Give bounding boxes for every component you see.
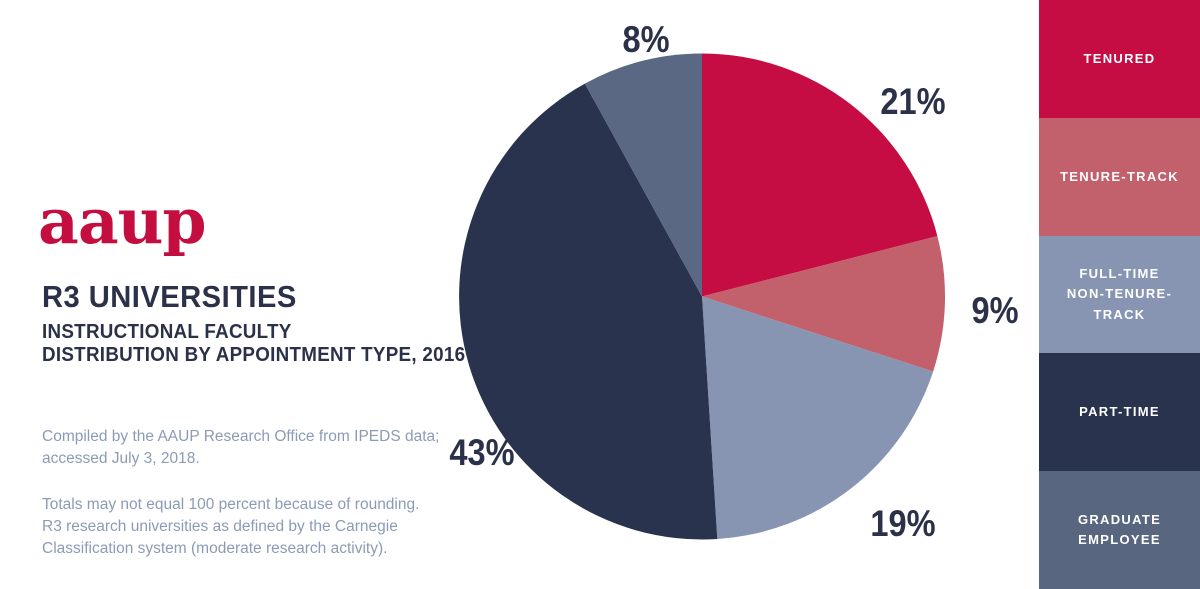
pie-slice-tenure-track [702, 236, 946, 372]
page-title: R3 UNIVERSITIES [42, 279, 297, 314]
pie-value-label-tenure-track: 9% [971, 290, 1019, 331]
legend-item-tenured: TENURED [1039, 0, 1200, 118]
aaup-logo: aaup [38, 184, 206, 258]
pie-slice-graduate-employee [584, 53, 702, 297]
legend-item-label: PART-TIME [1079, 404, 1160, 420]
pie-value-label-tenured: 21% [880, 81, 946, 122]
legend-item-full-time-non-tenure-track: FULL-TIME NON-TENURE-TRACK [1039, 235, 1200, 354]
legend-item-label: FULL-TIME NON-TENURE-TRACK [1066, 266, 1173, 322]
title-block: R3 UNIVERSITIES INSTRUCTIONAL FACULTY DI… [42, 281, 465, 367]
legend-item-part-time: PART-TIME [1039, 353, 1200, 472]
pie-value-label-full-time-non-tenure-track: 19% [870, 503, 936, 544]
legend: TENURED TENURE-TRACK FULL-TIME NON-TENURE-… [1039, 0, 1200, 589]
pie-value-label-graduate-employee: 8% [622, 19, 670, 60]
pie-slice-tenured [702, 53, 938, 297]
legend-item-label: TENURED [1083, 50, 1156, 66]
legend-item-graduate-employee: GRADUATE EMPLOYEE [1039, 471, 1200, 589]
legend-item-label: TENURE-TRACK [1060, 168, 1179, 184]
pie-chart [459, 53, 946, 540]
page-subtitle: INSTRUCTIONAL FACULTY DISTRIBUTION BY AP… [42, 321, 466, 366]
pie-slice-part-time [459, 83, 718, 540]
pie-value-label-part-time: 43% [449, 432, 515, 473]
legend-item-label: GRADUATE EMPLOYEE [1077, 511, 1162, 548]
footnote-source: Compiled by the AAUP Research Office fro… [42, 428, 440, 467]
footnote-rounding: Totals may not equal 100 percent because… [42, 496, 420, 557]
legend-item-tenure-track: TENURE-TRACK [1039, 117, 1200, 236]
footnotes: Compiled by the AAUP Research Office fro… [42, 426, 442, 584]
pie-slice-full-time-non-tenure-track [702, 296, 934, 539]
